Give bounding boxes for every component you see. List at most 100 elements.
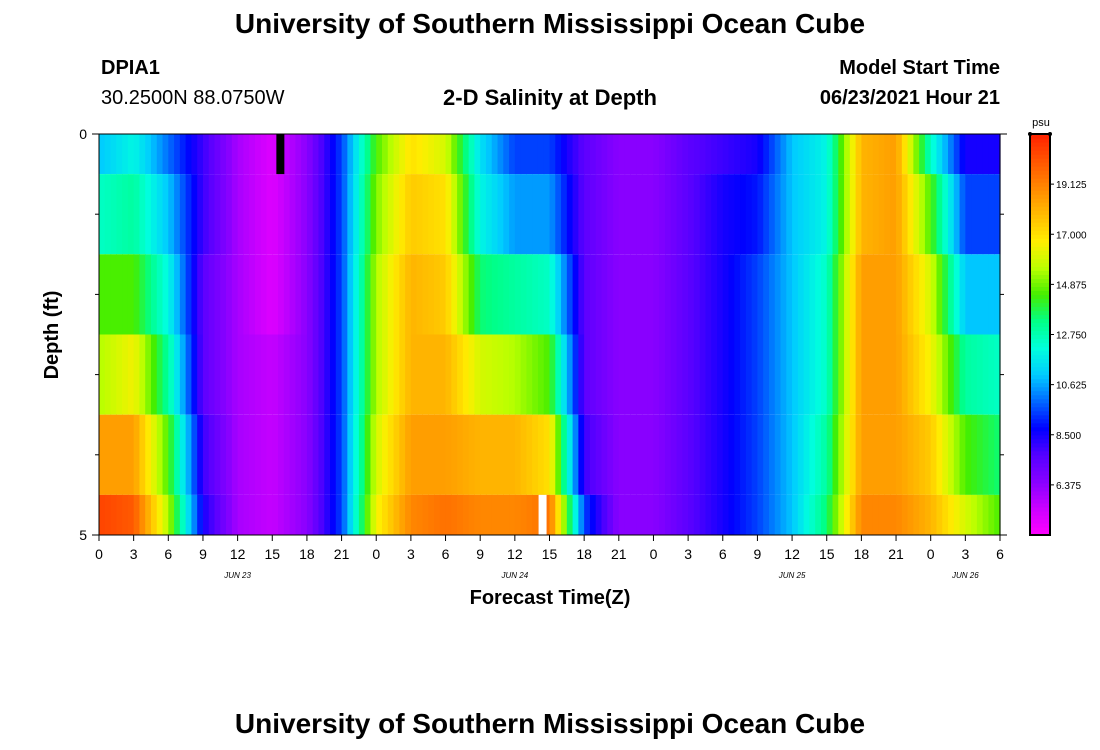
heatmap-cell: [116, 254, 123, 335]
heatmap-cell: [815, 134, 822, 175]
heatmap-cell: [156, 174, 164, 255]
heatmap-cell: [589, 134, 597, 175]
heatmap-cell: [526, 334, 533, 415]
heatmap-cell: [890, 494, 897, 535]
heatmap-cell: [693, 414, 701, 495]
heatmap-cell: [768, 414, 776, 495]
heatmap-cell: [745, 494, 753, 535]
heatmap-cell: [919, 494, 926, 535]
heatmap-cell: [341, 334, 348, 415]
heatmap-cell: [526, 174, 533, 255]
colorbar-segment: [1030, 218, 1050, 223]
heatmap-cell: [722, 414, 730, 495]
heatmap-cell: [618, 414, 626, 495]
heatmap-cell: [988, 254, 995, 335]
heatmap-cell: [422, 174, 429, 255]
heatmap-cell: [566, 414, 574, 495]
heatmap-cell: [948, 334, 955, 415]
heatmap-cell: [445, 494, 452, 535]
heatmap-cell: [647, 414, 655, 495]
heatmap-cell: [99, 334, 106, 415]
heatmap-cell: [254, 334, 262, 415]
heatmap-cell: [179, 334, 187, 415]
page-title: University of Southern Mississippi Ocean…: [234, 8, 866, 39]
heatmap-cell: [757, 334, 764, 415]
heatmap-cell: [318, 254, 325, 335]
heatmap-cell: [919, 134, 926, 175]
heatmap-cell: [410, 334, 418, 415]
heatmap-cell: [757, 494, 764, 535]
heatmap-cell: [780, 174, 787, 255]
heatmap-cell: [815, 494, 822, 535]
heatmap-cell: [561, 334, 568, 415]
heatmap-cell: [491, 254, 499, 335]
heatmap-cell: [283, 254, 291, 335]
heatmap-cell: [514, 254, 522, 335]
heatmap-cell: [335, 254, 343, 335]
heatmap-cell: [347, 174, 354, 255]
heatmap-cell: [682, 174, 689, 255]
heatmap-cell: [295, 254, 302, 335]
heatmap-cell: [220, 414, 227, 495]
heatmap-cell: [168, 174, 175, 255]
heatmap-cell: [630, 134, 637, 175]
heatmap-cell: [353, 494, 360, 535]
heatmap-cell: [734, 494, 741, 535]
heatmap-cell: [566, 334, 574, 415]
heatmap-cell: [613, 254, 620, 335]
heatmap-cell: [226, 414, 233, 495]
heatmap-cell: [231, 414, 239, 495]
heatmap-cell: [901, 494, 909, 535]
heatmap-cell: [849, 174, 857, 255]
heatmap-cell: [272, 494, 279, 535]
colorbar-segment: [1030, 370, 1050, 376]
heatmap-cell: [561, 414, 568, 495]
heatmap-cell: [982, 134, 990, 175]
heatmap-cell: [676, 174, 683, 255]
colorbar-segment: [1030, 426, 1050, 432]
heatmap-cell: [214, 494, 221, 535]
heatmap-cell: [191, 414, 198, 495]
heatmap-cell: [422, 254, 429, 335]
heatmap-cell: [878, 494, 886, 535]
heatmap-cell: [636, 254, 643, 335]
heatmap-cell: [734, 174, 741, 255]
heatmap-cell: [566, 134, 574, 175]
heatmap-cell: [670, 134, 678, 175]
heatmap-cell: [532, 254, 539, 335]
heatmap-cell: [815, 174, 822, 255]
heatmap-cell: [647, 334, 655, 415]
heatmap-cell: [734, 414, 741, 495]
heatmap-cell: [127, 134, 135, 175]
colorbar-segment: [1030, 326, 1050, 332]
heatmap-cell: [208, 334, 216, 415]
colorbar-segment: [1030, 198, 1050, 203]
heatmap-cell: [861, 334, 868, 415]
heatmap-cell: [116, 334, 123, 415]
heatmap-cell: [682, 414, 689, 495]
heatmap-cell: [948, 134, 955, 175]
heatmap-cell: [330, 174, 337, 255]
heatmap-cell: [907, 174, 914, 255]
colorbar-segment: [1030, 414, 1050, 420]
heatmap-cell: [122, 174, 129, 255]
heatmap-cell: [220, 334, 227, 415]
heatmap-cell: [382, 414, 389, 495]
colorbar-segment: [1030, 458, 1050, 464]
heatmap-cell: [543, 254, 551, 335]
colorbar-segment: [1030, 242, 1050, 247]
heatmap-cell: [867, 494, 874, 535]
heatmap-cell: [237, 134, 244, 175]
heatmap-cell: [665, 414, 672, 495]
heatmap-cell: [179, 174, 187, 255]
heatmap-cell: [838, 494, 845, 535]
heatmap-cell: [410, 254, 418, 335]
heatmap-cell: [751, 334, 759, 415]
heatmap-cell: [99, 414, 106, 495]
heatmap-cell: [884, 414, 891, 495]
heatmap-cell: [803, 254, 811, 335]
heatmap-cell: [670, 254, 678, 335]
heatmap-cell: [220, 254, 227, 335]
heatmap-cell: [624, 254, 631, 335]
heatmap-cell: [797, 254, 805, 335]
